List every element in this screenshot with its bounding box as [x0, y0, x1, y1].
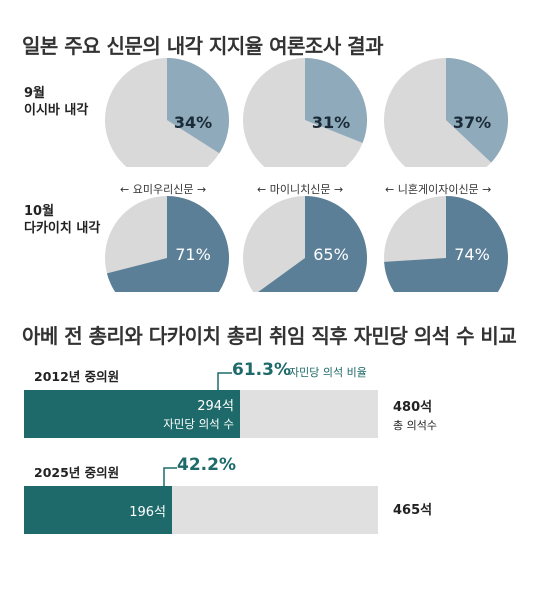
approval-pies: 34% 31% 37% 71% 65% 74%: [105, 57, 509, 292]
share-pointer-2012: [217, 372, 232, 392]
total-value-2012: 480석: [393, 400, 433, 415]
bar-fill-2012: [24, 390, 240, 438]
newspaper-label-nikkei: ← 니혼게이자이신문 →: [385, 183, 492, 196]
share-caption-2012: 자민당 의석 비율: [289, 366, 367, 379]
pie-slice-1-2: [384, 196, 508, 292]
row-cabinet-oct: 다카이치 내각: [24, 221, 101, 236]
pie-label-0-2: 37%: [453, 113, 491, 132]
approval-title: 일본 주요 신문의 내각 지지율 여론조사 결과: [22, 34, 383, 58]
pie-slice-0-2: [446, 58, 509, 163]
bar-caption-2012: 자민당 의석 수: [163, 417, 234, 431]
pie-slice-0-0: [167, 58, 230, 154]
total-value-2025: 465석: [393, 503, 433, 518]
row-month-oct: 10월: [24, 204, 55, 219]
pie-label-1-1: 65%: [313, 245, 349, 264]
pie-label-1-2: 74%: [454, 245, 490, 264]
newspaper-label-mainichi: ← 마이니치신문 →: [257, 183, 344, 196]
share-label-2025: 42.2%: [177, 455, 236, 475]
pie-slice-0-1: [305, 57, 368, 143]
pie-label-1-0: 71%: [175, 245, 211, 264]
bar-value-2025: 196석: [129, 505, 166, 520]
row-month-sept: 9월: [24, 86, 46, 101]
bar-value-2012: 294석 자민당 의석 수: [24, 395, 234, 432]
bar-fill-2025: [24, 486, 172, 534]
pie-slice-1-1: [258, 196, 368, 292]
row-label-sept: 9월 이시바 내각: [24, 85, 88, 119]
bar-label-2012: 2012년 중의원: [34, 369, 120, 384]
bar-label-2025: 2025년 중의원: [34, 465, 120, 480]
newspaper-label-yomiuri: ← 요미우리신문 →: [120, 183, 207, 196]
row-cabinet-sept: 이시바 내각: [24, 103, 89, 118]
total-caption-2012: 총 의석수: [393, 419, 437, 432]
pie-label-0-0: 34%: [174, 113, 212, 132]
pie-slice-1-0: [106, 196, 229, 292]
share-pointer-2025: [163, 467, 177, 487]
bar-value-text-2012: 294석: [197, 399, 234, 414]
total-2012: 480석 총 의석수: [393, 396, 437, 433]
row-label-oct: 10월 다카이치 내각: [24, 203, 100, 237]
seats-title: 아베 전 총리와 다카이치 총리 취임 직후 자민당 의석 수 비교: [22, 324, 517, 348]
pie-label-0-1: 31%: [312, 113, 350, 132]
share-label-2012: 61.3%: [232, 360, 291, 380]
